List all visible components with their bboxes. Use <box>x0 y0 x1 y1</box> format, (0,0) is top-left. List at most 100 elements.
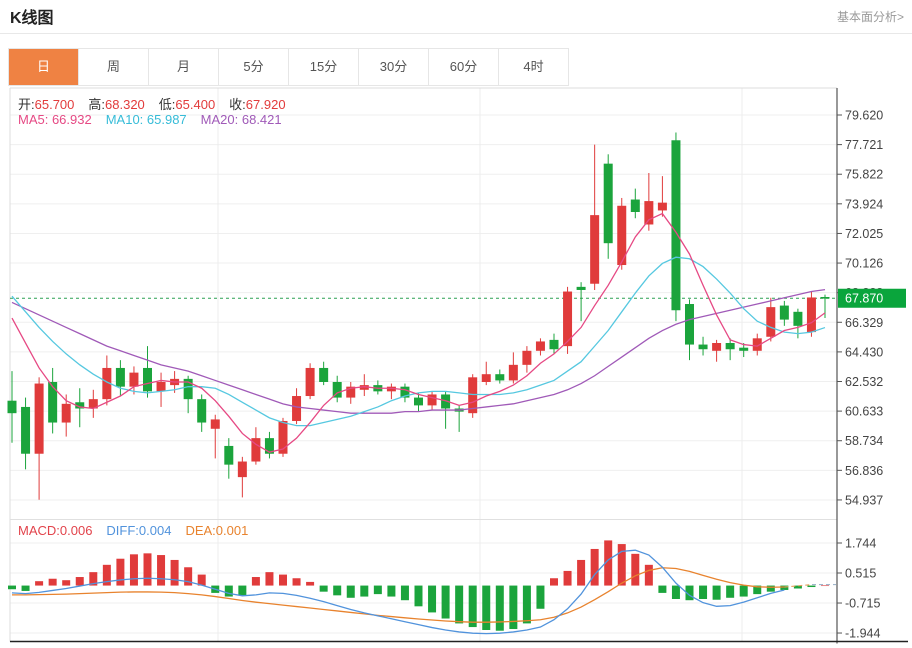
candle-body <box>156 381 166 392</box>
price-tick-label: 79.620 <box>845 109 883 123</box>
macd-axis: 1.744 0.515 -0.715 -1.944 <box>837 537 880 641</box>
macd-legend: MACD:0.006 DIFF:0.004 DEA:0.001 <box>18 523 262 538</box>
macd-bar <box>441 585 450 619</box>
ma20-line <box>11 289 826 414</box>
tab-月[interactable]: 月 <box>149 49 219 85</box>
macd-bar <box>224 585 233 597</box>
candle-body <box>441 394 451 409</box>
period-tab-bar: 日周月 5分 15分 30分 60分 4时 <box>8 48 569 86</box>
macd-bar <box>685 585 694 601</box>
macd-tick-label: 1.744 <box>845 537 876 551</box>
macd-bar <box>279 574 287 586</box>
grid <box>10 88 837 642</box>
macd-bar <box>739 585 748 597</box>
dea-line <box>12 567 785 623</box>
candle-body <box>414 397 423 406</box>
ma10-line <box>11 256 826 427</box>
macd-bar <box>766 585 775 592</box>
candle-body <box>400 386 410 398</box>
tab-周[interactable]: 周 <box>79 49 149 85</box>
macd-bar <box>550 578 558 586</box>
macd-tick-label: -1.944 <box>845 627 880 641</box>
candle-body <box>535 341 545 351</box>
price-axis: 79.62077.72175.82273.92472.02570.12668.2… <box>837 109 883 507</box>
candle-body <box>237 461 247 478</box>
macd-bar <box>129 554 138 586</box>
candle-body <box>359 385 369 390</box>
macd-bar <box>251 577 260 586</box>
tab-30分[interactable]: 30分 <box>359 49 429 85</box>
candle-body <box>603 163 613 244</box>
candle-body <box>712 343 722 351</box>
macd-bar <box>428 585 437 613</box>
macd-bar <box>509 585 518 630</box>
ohlc-item: 开:65.700 <box>18 97 75 112</box>
macd-bar <box>726 585 735 598</box>
macd-bar <box>346 585 355 598</box>
candle-body <box>468 377 478 414</box>
candle-body <box>481 374 491 382</box>
tab-日[interactable]: 日 <box>9 49 79 85</box>
ohlc-item: 收:67.920 <box>229 97 286 112</box>
ma-item: MA10: 65.987 <box>105 112 187 127</box>
candle-body <box>48 381 58 423</box>
candle-body <box>88 399 98 409</box>
macd-bar <box>373 585 382 595</box>
macd-bar <box>387 585 396 597</box>
candle-body <box>75 402 85 409</box>
macd-bar <box>631 553 640 586</box>
price-tick-label: 75.822 <box>845 168 883 182</box>
macd-bar <box>306 581 315 586</box>
candle-body <box>508 364 518 381</box>
ma-item: MA20: 68.421 <box>200 112 282 127</box>
diff-line <box>11 549 785 635</box>
macd-bar <box>8 585 16 590</box>
macd-bar <box>495 585 504 631</box>
price-tick-label: 72.025 <box>845 227 883 241</box>
macd-bar <box>62 580 71 586</box>
candle-body <box>34 383 44 454</box>
ma5-line <box>11 212 826 453</box>
candle-body <box>685 304 694 345</box>
ohlc-item: 高:68.320 <box>88 97 145 112</box>
candle-body <box>115 367 125 387</box>
macd-bar <box>184 567 193 586</box>
fundamental-analysis-link[interactable]: 基本面分析> <box>836 10 904 24</box>
price-tick-label: 58.734 <box>845 434 883 448</box>
macd-bar <box>197 574 206 586</box>
candle-body <box>129 372 139 387</box>
macd-bar <box>360 585 369 597</box>
tab-15分[interactable]: 15分 <box>289 49 359 85</box>
candle-body <box>346 386 356 398</box>
macd-bar <box>671 585 680 599</box>
macd-bar <box>522 585 531 624</box>
macd-bar <box>699 585 708 599</box>
candle-body <box>210 419 220 429</box>
candle-body <box>305 367 315 397</box>
candle-body <box>102 367 112 400</box>
macd-bar <box>658 585 667 593</box>
macd-bar <box>590 548 599 586</box>
candle-body <box>224 445 234 465</box>
macd-item: DIFF:0.004 <box>106 523 172 538</box>
macd-bar <box>157 555 166 586</box>
candle-body <box>779 305 789 320</box>
current-price-label: 67.870 <box>845 292 883 306</box>
macd-tick-label: -0.715 <box>845 597 880 611</box>
tab-4时[interactable]: 4时 <box>499 49 568 85</box>
macd-bar <box>780 585 789 590</box>
macd-bar <box>75 577 84 586</box>
price-tick-label: 54.937 <box>845 493 883 507</box>
macd-bar <box>35 581 44 586</box>
tab-5分[interactable]: 5分 <box>219 49 289 85</box>
candle-body <box>630 199 640 213</box>
price-tick-label: 70.126 <box>845 257 883 271</box>
dea-dashed-extension <box>784 583 813 588</box>
macd-bar <box>265 572 274 586</box>
price-tick-label: 56.836 <box>845 464 883 478</box>
macd-bar <box>238 585 247 596</box>
candle-body <box>820 296 830 299</box>
tab-60分[interactable]: 60分 <box>429 49 499 85</box>
